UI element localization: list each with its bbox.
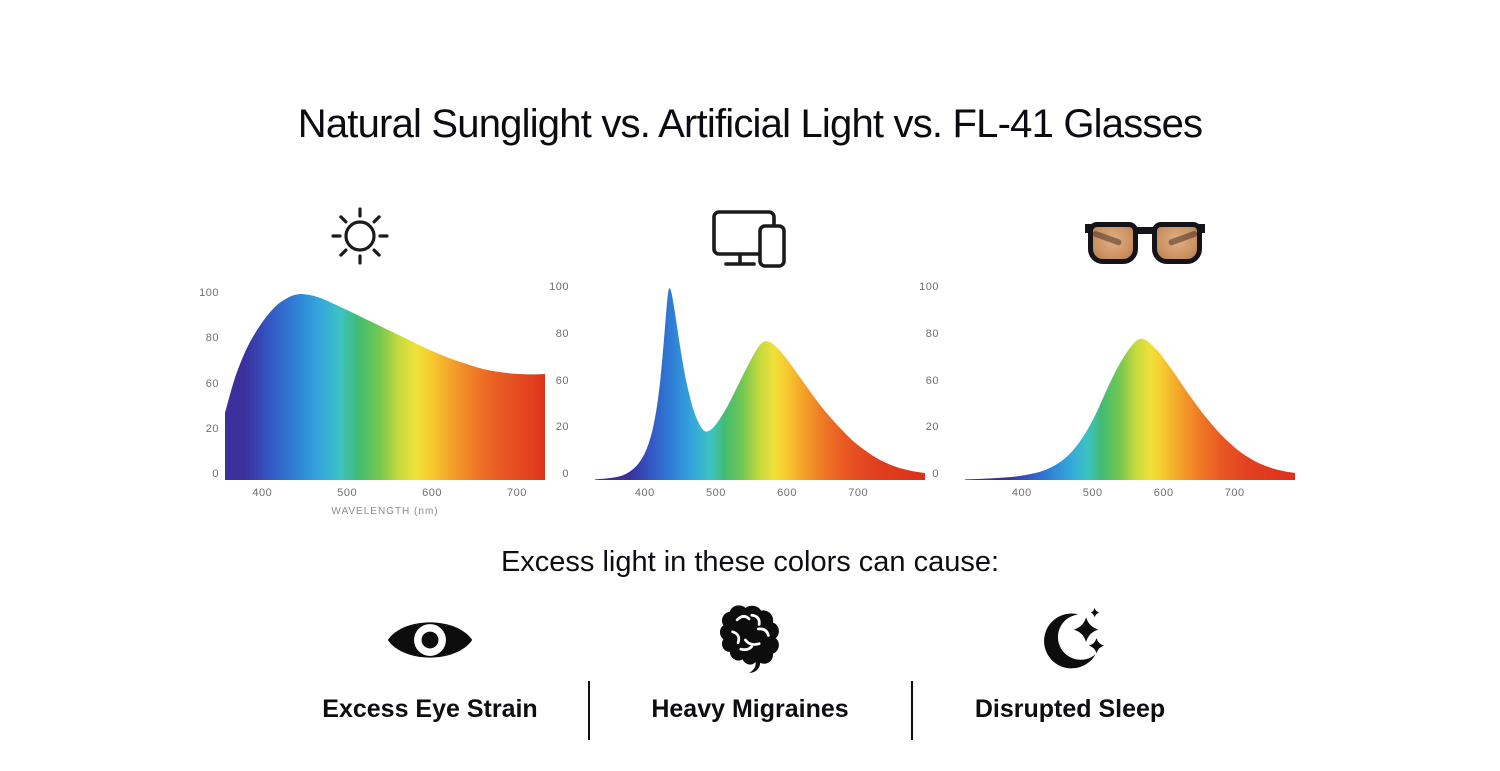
x-axis-title: WAVELENGTH (nm) — [331, 506, 439, 517]
x-tick-label: 600 — [422, 487, 443, 499]
x-tick-label: 600 — [1153, 487, 1174, 499]
x-tick-label: 600 — [777, 487, 797, 499]
x-axis: 400 500 600 700 — [965, 480, 1295, 500]
cause-sleep: Disrupted Sleep — [910, 600, 1230, 724]
y-axis: 100 80 60 20 0 — [185, 288, 219, 480]
section-heading: Excess light in these colors can cause: — [500, 546, 1000, 578]
x-axis: 400 500 600 700 — [225, 480, 545, 500]
page-title: Natural Sunglight vs. Artificial Light v… — [297, 102, 1203, 146]
y-tick-label: 0 — [932, 468, 939, 480]
y-tick-label: 20 — [205, 422, 219, 435]
y-tick-label: 60 — [555, 374, 569, 387]
divider — [588, 681, 590, 740]
x-tick-label: 700 — [1224, 487, 1245, 499]
x-tick-label: 500 — [705, 487, 726, 499]
cause-migraines: Heavy Migraines — [590, 600, 910, 724]
moon-stars-icon — [1032, 600, 1108, 680]
plot-area: 400 500 600 700 WAVELENGTH (nm) — [225, 288, 545, 517]
spectrum-area-chart — [225, 288, 545, 480]
y-tick-label: 60 — [205, 377, 219, 390]
y-axis: 100 80 60 20 0 — [905, 282, 939, 480]
chart-artificial-light: 100 80 60 20 0 400 500 600 700 — [535, 282, 925, 499]
causes-row: Excess Eye Strain Heavy Migraines — [270, 600, 1230, 740]
chart-fl41-glasses: 100 80 60 20 0 400 500 600 700 — [905, 282, 1295, 499]
y-tick-label: 80 — [925, 327, 939, 340]
spectrum-area-chart — [595, 282, 925, 480]
spectrum-area-chart — [965, 282, 1295, 480]
y-tick-label: 0 — [212, 468, 219, 480]
x-tick-label: 500 — [337, 487, 358, 499]
eye-icon — [385, 600, 475, 680]
x-tick-label: 500 — [1082, 487, 1103, 499]
y-tick-label: 80 — [555, 327, 569, 340]
x-tick-label: 400 — [1011, 487, 1032, 499]
chart-natural-sunlight: 100 80 60 20 0 400 500 600 700 WAVELENGTH (nm) — [185, 288, 545, 517]
cause-label: Excess Eye Strain — [322, 695, 538, 723]
divider — [911, 681, 913, 740]
cause-eye-strain: Excess Eye Strain — [270, 600, 590, 724]
fl41-glasses-icon — [1085, 218, 1205, 268]
x-tick-label: 700 — [848, 487, 869, 499]
y-axis: 100 80 60 20 0 — [535, 282, 569, 480]
brain-icon — [717, 600, 783, 680]
cause-label: Heavy Migraines — [651, 695, 849, 723]
glasses-lens — [1088, 222, 1138, 264]
x-tick-label: 400 — [634, 487, 655, 499]
y-tick-label: 20 — [555, 421, 569, 434]
plot-area: 400 500 600 700 — [595, 282, 925, 499]
glasses-hinge-icon — [1199, 224, 1205, 233]
y-tick-label: 20 — [925, 421, 939, 434]
glasses-bridge — [1137, 227, 1153, 234]
y-tick-label: 100 — [199, 287, 219, 299]
cause-label: Disrupted Sleep — [974, 695, 1166, 723]
y-tick-label: 100 — [919, 281, 939, 293]
x-tick-label: 700 — [507, 487, 527, 499]
sun-icon — [327, 203, 393, 269]
y-tick-label: 0 — [562, 468, 569, 480]
x-axis: 400 500 600 700 — [595, 480, 925, 500]
y-tick-label: 100 — [549, 281, 569, 293]
glasses-lens — [1152, 222, 1202, 264]
devices-icon — [710, 208, 790, 270]
y-tick-label: 80 — [205, 332, 219, 345]
y-tick-label: 60 — [925, 374, 939, 387]
x-tick-label: 400 — [252, 487, 273, 499]
plot-area: 400 500 600 700 — [965, 282, 1295, 499]
